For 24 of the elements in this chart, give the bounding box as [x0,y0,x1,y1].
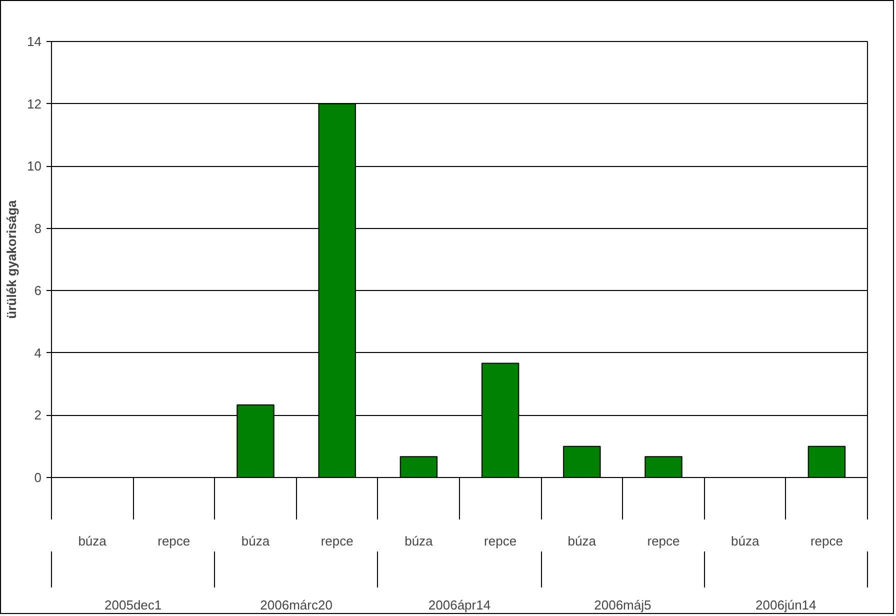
text: 2006ápr14 [428,598,491,612]
y-axis-title: ürülék gyakorisága [4,199,20,319]
text: 2006márc20 [260,598,332,612]
y-tick-label: 4 [34,345,42,360]
y-tick-label: 8 [34,220,42,236]
y-tick-label: 10 [27,158,42,174]
y-tick-label: 2 [34,408,42,423]
x-tick-label: repce [647,534,680,548]
x-tick-label: repce [320,534,354,548]
text: 2006máj5 [594,598,652,612]
y-tick-label: 0 [34,470,42,485]
y-tick-label: 14 [27,34,42,49]
x-tick-label: búza [78,534,108,548]
y-tick-label: 12 [27,96,42,112]
x-tick-label: búza [241,534,270,548]
y-tick-label: 6 [34,283,42,298]
x-tick-label: repce [810,534,843,548]
x-tick-label: repce [158,534,190,548]
x-tick-label: repce [484,534,517,548]
text: 2005dec1 [104,598,162,612]
text: 2006jún14 [756,598,816,612]
x-tick-label: búza [568,534,597,548]
x-tick-label: búza [404,534,434,548]
x-tick-label: búza [731,534,760,548]
